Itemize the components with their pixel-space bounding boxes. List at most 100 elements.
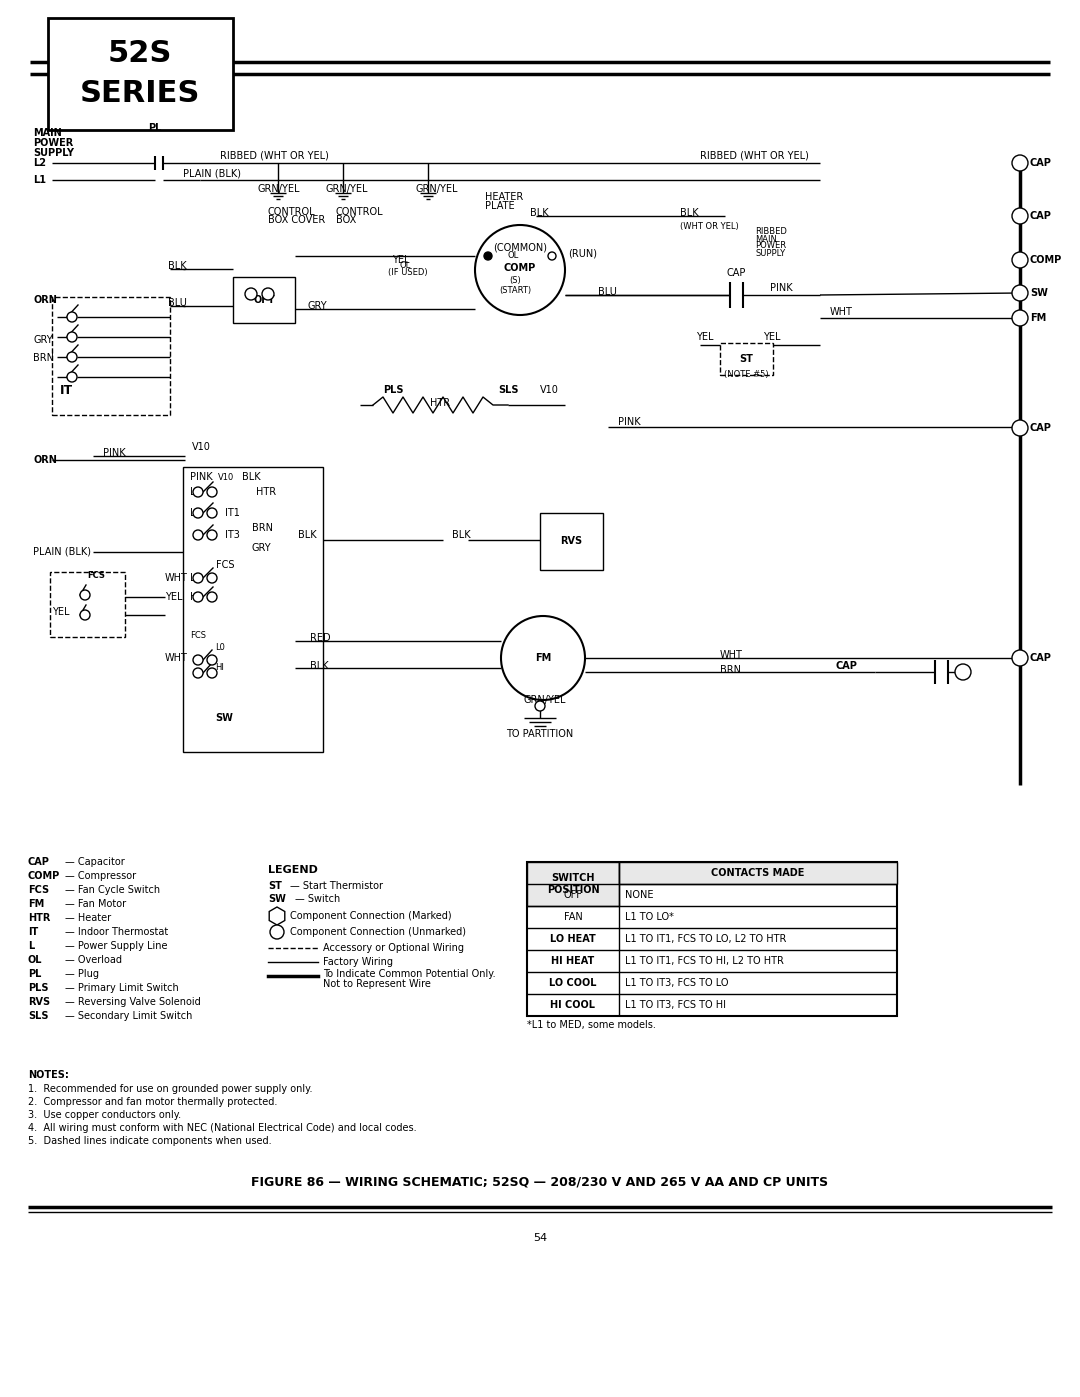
- Text: CAP: CAP: [1030, 652, 1052, 664]
- Text: WHT: WHT: [165, 652, 188, 664]
- Text: GRN/YEL: GRN/YEL: [258, 184, 300, 194]
- Text: L2: L2: [33, 158, 46, 168]
- Text: Component Connection (Marked): Component Connection (Marked): [291, 911, 451, 921]
- Text: IT1: IT1: [225, 509, 240, 518]
- Circle shape: [1012, 155, 1028, 170]
- Circle shape: [1012, 285, 1028, 300]
- Text: BLU: BLU: [168, 298, 187, 307]
- Text: — Reversing Valve Solenoid: — Reversing Valve Solenoid: [65, 997, 201, 1007]
- Text: Not to Represent Wire: Not to Represent Wire: [323, 979, 431, 989]
- Text: (NOTE #5): (NOTE #5): [724, 369, 768, 379]
- Text: (WHT OR YEL): (WHT OR YEL): [680, 222, 739, 231]
- Text: PINK: PINK: [190, 472, 213, 482]
- Text: L1 TO IT3, FCS TO LO: L1 TO IT3, FCS TO LO: [625, 978, 729, 988]
- Text: FM: FM: [535, 652, 551, 664]
- Text: (COMMON): (COMMON): [492, 243, 546, 253]
- Text: SLS: SLS: [28, 1011, 49, 1021]
- Text: RVS: RVS: [28, 997, 50, 1007]
- Text: (START): (START): [499, 285, 531, 295]
- Circle shape: [207, 592, 217, 602]
- Text: HI: HI: [215, 664, 224, 672]
- Text: BRN: BRN: [720, 665, 741, 675]
- Circle shape: [193, 655, 203, 665]
- Text: SLS: SLS: [498, 386, 518, 395]
- Circle shape: [193, 509, 203, 518]
- Bar: [233, 277, 295, 323]
- Circle shape: [207, 529, 217, 541]
- Text: PLS: PLS: [28, 983, 49, 993]
- Bar: [720, 344, 773, 374]
- Text: IT3: IT3: [225, 529, 240, 541]
- Bar: [48, 18, 233, 130]
- Text: L1 TO IT3, FCS TO HI: L1 TO IT3, FCS TO HI: [625, 1000, 726, 1010]
- Circle shape: [548, 251, 556, 260]
- Text: RIBBED (WHT OR YEL): RIBBED (WHT OR YEL): [700, 151, 809, 161]
- Text: MAIN: MAIN: [33, 129, 62, 138]
- Text: BOX COVER: BOX COVER: [268, 215, 325, 225]
- Text: — Switch: — Switch: [295, 894, 340, 904]
- Text: BLK: BLK: [680, 208, 699, 218]
- Text: L1: L1: [190, 509, 202, 518]
- Text: — Compressor: — Compressor: [65, 870, 136, 882]
- Text: BRN: BRN: [252, 522, 273, 534]
- Text: YEL: YEL: [696, 332, 714, 342]
- Text: RIBBED (WHT OR YEL): RIBBED (WHT OR YEL): [220, 151, 329, 161]
- Text: L0: L0: [190, 573, 202, 583]
- Text: — Power Supply Line: — Power Supply Line: [65, 942, 167, 951]
- Text: L1: L1: [33, 175, 46, 184]
- Circle shape: [193, 488, 203, 497]
- Text: PLAIN (BLK): PLAIN (BLK): [183, 168, 241, 177]
- Text: RVS: RVS: [559, 536, 582, 546]
- Text: 4.  All wiring must conform with NEC (National Electrical Code) and local codes.: 4. All wiring must conform with NEC (Nat…: [28, 1123, 417, 1133]
- Text: NOTES:: NOTES:: [28, 1070, 69, 1080]
- Text: TO PARTITION: TO PARTITION: [507, 729, 573, 739]
- Circle shape: [193, 529, 203, 541]
- Text: YEL: YEL: [762, 332, 781, 342]
- Text: POWER: POWER: [755, 242, 786, 250]
- Text: ORN: ORN: [33, 455, 57, 465]
- Text: FM: FM: [28, 900, 44, 909]
- Text: HTR: HTR: [430, 398, 450, 408]
- Text: GRN/YEL: GRN/YEL: [523, 694, 566, 705]
- Circle shape: [535, 701, 545, 711]
- Circle shape: [207, 668, 217, 678]
- Bar: [540, 513, 603, 570]
- Text: HI COOL: HI COOL: [551, 1000, 595, 1010]
- Text: WHT: WHT: [165, 573, 188, 583]
- Text: GRY: GRY: [308, 300, 327, 312]
- Text: OFT: OFT: [253, 295, 274, 305]
- Text: RED: RED: [310, 633, 330, 643]
- Circle shape: [1012, 650, 1028, 666]
- Text: — Primary Limit Switch: — Primary Limit Switch: [65, 983, 179, 993]
- Text: BOX: BOX: [336, 215, 356, 225]
- Text: NONE: NONE: [625, 890, 653, 900]
- Text: Component Connection (Unmarked): Component Connection (Unmarked): [291, 928, 465, 937]
- Text: COMP: COMP: [504, 263, 536, 272]
- Text: 5.  Dashed lines indicate components when used.: 5. Dashed lines indicate components when…: [28, 1136, 272, 1146]
- Text: — Start Thermistor: — Start Thermistor: [291, 882, 383, 891]
- Text: BLU: BLU: [598, 286, 617, 298]
- Text: YEL: YEL: [165, 592, 183, 602]
- Text: — Indoor Thermostat: — Indoor Thermostat: [65, 928, 168, 937]
- Text: L2: L2: [190, 488, 202, 497]
- Text: Factory Wiring: Factory Wiring: [323, 957, 393, 967]
- Circle shape: [245, 288, 257, 300]
- Circle shape: [1012, 310, 1028, 326]
- Text: FCS: FCS: [28, 886, 49, 895]
- Circle shape: [207, 573, 217, 583]
- Text: PINK: PINK: [770, 284, 793, 293]
- Text: V10: V10: [540, 386, 558, 395]
- Text: — Overload: — Overload: [65, 956, 122, 965]
- Text: PINK: PINK: [103, 448, 125, 458]
- Text: LEGEND: LEGEND: [268, 865, 318, 875]
- Text: — Capacitor: — Capacitor: [65, 856, 125, 868]
- Text: — Heater: — Heater: [65, 914, 111, 923]
- Text: (S): (S): [509, 275, 521, 285]
- Text: L1 TO LO*: L1 TO LO*: [625, 912, 674, 922]
- Text: CAP: CAP: [727, 268, 745, 278]
- Text: 3.  Use copper conductors only.: 3. Use copper conductors only.: [28, 1111, 181, 1120]
- Text: BLK: BLK: [168, 261, 187, 271]
- Circle shape: [484, 251, 492, 260]
- Text: GRY: GRY: [33, 335, 53, 345]
- Text: L1 TO IT1, FCS TO LO, L2 TO HTR: L1 TO IT1, FCS TO LO, L2 TO HTR: [625, 935, 786, 944]
